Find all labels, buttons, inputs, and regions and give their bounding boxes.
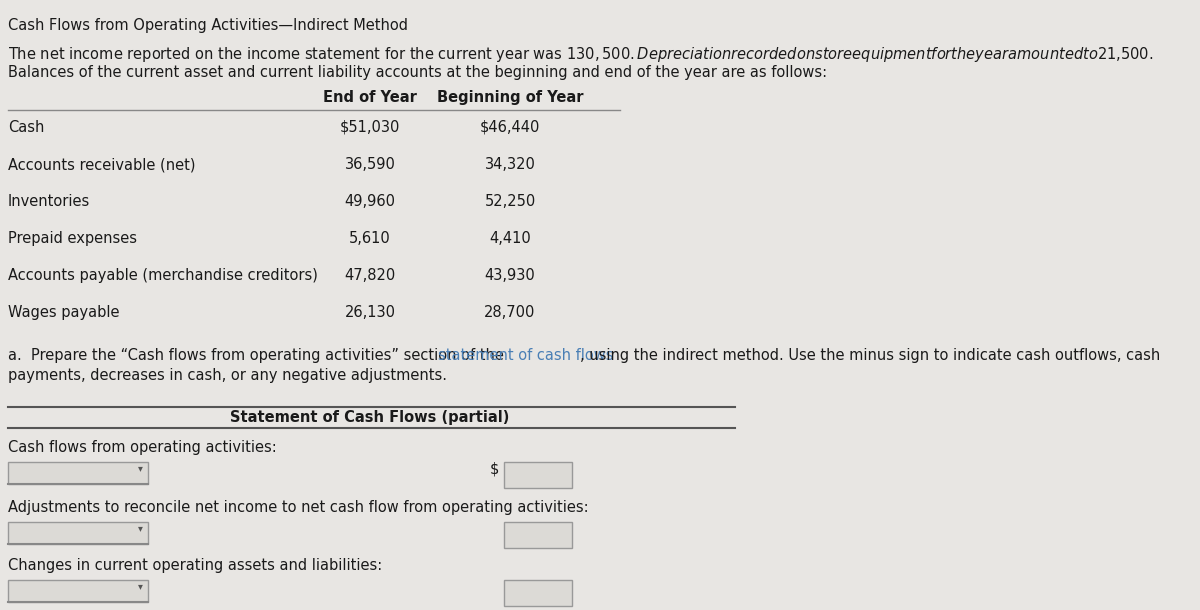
Text: $: $ — [490, 462, 499, 477]
Text: Accounts receivable (net): Accounts receivable (net) — [8, 157, 196, 172]
Text: Changes in current operating assets and liabilities:: Changes in current operating assets and … — [8, 558, 383, 573]
Text: Adjustments to reconcile net income to net cash flow from operating activities:: Adjustments to reconcile net income to n… — [8, 500, 589, 515]
Text: $46,440: $46,440 — [480, 120, 540, 135]
Text: Accounts payable (merchandise creditors): Accounts payable (merchandise creditors) — [8, 268, 318, 283]
FancyBboxPatch shape — [504, 522, 572, 548]
Text: 34,320: 34,320 — [485, 157, 535, 172]
Text: Statement of Cash Flows (partial): Statement of Cash Flows (partial) — [230, 410, 510, 425]
Text: 36,590: 36,590 — [344, 157, 396, 172]
Text: 5,610: 5,610 — [349, 231, 391, 246]
Text: payments, decreases in cash, or any negative adjustments.: payments, decreases in cash, or any nega… — [8, 368, 446, 383]
FancyBboxPatch shape — [8, 580, 148, 602]
Text: $51,030: $51,030 — [340, 120, 400, 135]
Text: a.  Prepare the “Cash flows from operating activities” section of the: a. Prepare the “Cash flows from operatin… — [8, 348, 509, 363]
Text: Wages payable: Wages payable — [8, 305, 120, 320]
Text: ▾: ▾ — [138, 463, 143, 473]
Text: Balances of the current asset and current liability accounts at the beginning an: Balances of the current asset and curren… — [8, 65, 827, 80]
FancyBboxPatch shape — [504, 462, 572, 488]
Text: 26,130: 26,130 — [344, 305, 396, 320]
Text: Cash flows from operating activities:: Cash flows from operating activities: — [8, 440, 277, 455]
Text: 52,250: 52,250 — [485, 194, 535, 209]
Text: Beginning of Year: Beginning of Year — [437, 90, 583, 105]
Text: The net income reported on the income statement for the current year was $130,50: The net income reported on the income st… — [8, 45, 1153, 64]
FancyBboxPatch shape — [8, 522, 148, 544]
Text: Cash Flows from Operating Activities—Indirect Method: Cash Flows from Operating Activities—Ind… — [8, 18, 408, 33]
Text: ▾: ▾ — [138, 581, 143, 591]
FancyBboxPatch shape — [504, 580, 572, 606]
Text: Prepaid expenses: Prepaid expenses — [8, 231, 137, 246]
FancyBboxPatch shape — [8, 462, 148, 484]
Text: 28,700: 28,700 — [485, 305, 535, 320]
Text: Cash: Cash — [8, 120, 44, 135]
Text: 43,930: 43,930 — [485, 268, 535, 283]
Text: statement of cash flows: statement of cash flows — [438, 348, 614, 363]
Text: Inventories: Inventories — [8, 194, 90, 209]
Text: 47,820: 47,820 — [344, 268, 396, 283]
Text: ▾: ▾ — [138, 523, 143, 533]
Text: 49,960: 49,960 — [344, 194, 396, 209]
Text: End of Year: End of Year — [323, 90, 416, 105]
Text: , using the indirect method. Use the minus sign to indicate cash outflows, cash: , using the indirect method. Use the min… — [580, 348, 1160, 363]
Text: 4,410: 4,410 — [490, 231, 530, 246]
